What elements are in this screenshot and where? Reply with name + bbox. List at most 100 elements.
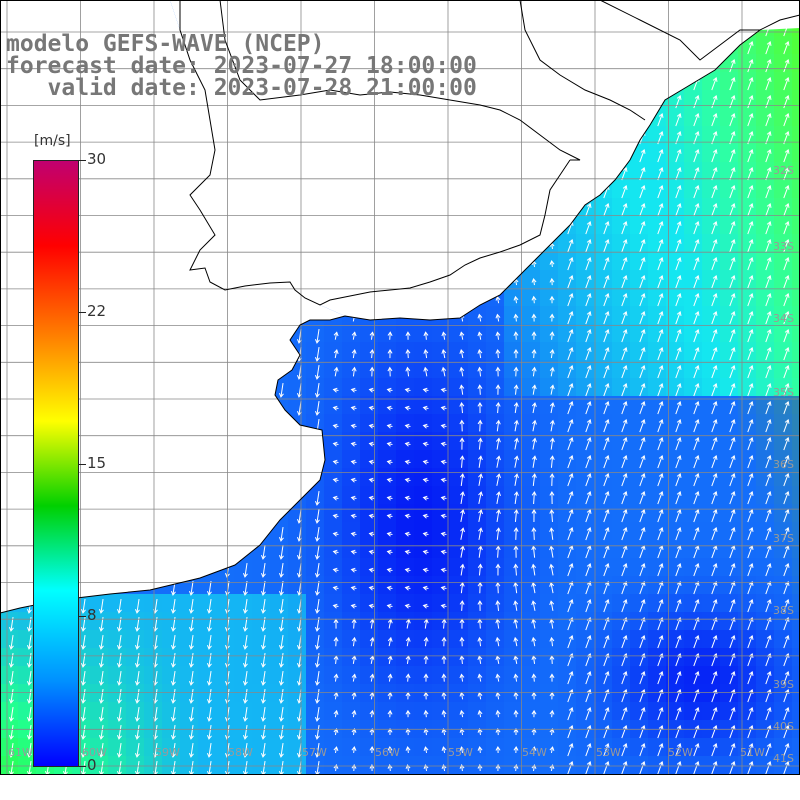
wind-arrow-head	[116, 609, 122, 614]
wind-speed-cell	[792, 54, 800, 73]
wind-arrow-head	[748, 112, 754, 118]
wind-arrow-head	[730, 184, 736, 190]
wind-speed-cell	[684, 126, 703, 145]
wind-arrow-head	[170, 645, 176, 650]
wind-arrow-shaft	[136, 707, 140, 721]
wind-speed-cell	[720, 360, 739, 379]
wind-arrow-head	[694, 724, 700, 730]
wind-arrow-shaft	[603, 671, 609, 685]
wind-arrow-shaft	[657, 221, 663, 235]
wind-arrow-shaft	[621, 491, 627, 505]
wind-speed-cell	[756, 558, 775, 577]
wind-arrow-head	[333, 331, 339, 337]
wind-arrow-shaft	[425, 728, 427, 736]
wind-arrow-shaft	[514, 510, 518, 522]
wind-arrow-shaft	[316, 329, 320, 343]
wind-speed-cell	[594, 594, 613, 613]
wind-arrow-shaft	[478, 710, 482, 718]
wind-speed-cell	[666, 414, 685, 433]
wind-arrow-shaft	[765, 329, 771, 343]
wind-arrow-head	[622, 328, 628, 334]
wind-speed-cell	[684, 486, 703, 505]
wind-speed-cell	[342, 504, 361, 523]
wind-arrow-shaft	[603, 509, 609, 523]
wind-speed-cell	[360, 396, 379, 415]
wind-speed-cell	[576, 612, 595, 631]
wind-arrow-head	[314, 663, 320, 668]
wind-arrow-head	[422, 567, 428, 573]
wind-speed-cell	[450, 360, 469, 379]
wind-speed-cell	[756, 756, 775, 775]
wind-arrow-head	[604, 562, 610, 568]
wind-speed-cell	[342, 414, 361, 433]
wind-arrow-head	[694, 382, 700, 388]
wind-arrow-shaft	[550, 564, 554, 576]
wind-arrow-head	[694, 256, 700, 262]
colorbar-unit: [m/s]	[34, 133, 71, 149]
wind-arrow-head	[333, 746, 339, 751]
wind-speed-cell	[432, 612, 451, 631]
wind-arrow-shaft	[621, 239, 627, 253]
wind-speed-cell	[756, 738, 775, 757]
wind-arrow-shaft	[657, 509, 663, 523]
wind-speed-cell	[612, 468, 631, 487]
wind-speed-cell	[180, 612, 199, 631]
wind-arrow-shaft	[532, 456, 536, 468]
wind-speed-cell	[792, 558, 800, 577]
wind-arrow-head	[350, 495, 356, 501]
wind-arrow-head	[586, 634, 592, 640]
wind-speed-cell	[270, 648, 289, 667]
wind-arrow-head	[784, 166, 790, 172]
wind-speed-cell	[684, 342, 703, 361]
wind-speed-cell	[648, 576, 667, 595]
wind-arrow-shaft	[729, 545, 735, 559]
wind-arrow-head	[658, 202, 664, 208]
wind-arrow-head	[440, 441, 446, 447]
wind-speed-cell	[594, 360, 613, 379]
wind-arrow-shaft	[729, 401, 735, 415]
wind-arrow-head	[242, 609, 248, 614]
wind-arrow-head	[676, 454, 682, 460]
wind-arrow-shaft	[711, 437, 717, 451]
wind-arrow-head	[604, 742, 610, 748]
wind-arrow-shaft	[244, 743, 248, 757]
wind-speed-cell	[684, 216, 703, 235]
wind-arrow-shaft	[621, 401, 627, 415]
wind-speed-cell	[252, 630, 271, 649]
wind-speed-cell	[414, 630, 433, 649]
wind-arrow-head	[730, 76, 736, 82]
wind-speed-cell	[360, 360, 379, 379]
wind-arrow-head	[314, 681, 320, 686]
wind-arrow-shaft	[783, 239, 789, 253]
wind-arrow-head	[586, 202, 592, 208]
wind-arrow-head	[748, 328, 754, 334]
wind-speed-cell	[720, 288, 739, 307]
wind-speed-cell	[324, 558, 343, 577]
wind-arrow-head	[622, 634, 628, 640]
land-west	[0, 0, 345, 613]
wind-speed-cell	[342, 612, 361, 631]
wind-arrow-shaft	[783, 23, 789, 37]
wind-speed-cell	[720, 180, 739, 199]
wind-speed-cell	[702, 198, 721, 217]
wind-speed-cell	[504, 630, 523, 649]
wind-arrow-shaft	[567, 491, 573, 505]
wind-arrow-shaft	[729, 527, 735, 541]
wind-arrow-shaft	[172, 635, 176, 649]
wind-arrow-head	[170, 699, 176, 704]
wind-arrow-head	[730, 724, 736, 730]
wind-arrow-shaft	[514, 438, 518, 450]
wind-arrow-head	[26, 681, 32, 686]
wind-arrow-shaft	[244, 653, 248, 667]
wind-speed-cell	[252, 684, 271, 703]
wind-arrow-head	[260, 573, 266, 578]
wind-arrow-head	[333, 636, 339, 642]
wind-speed-cell	[486, 522, 505, 541]
colorbar-tick-30: 30	[87, 150, 107, 168]
wind-arrow-shaft	[442, 710, 446, 718]
wind-arrow-head	[622, 472, 628, 478]
wind-arrow-shaft	[496, 314, 500, 322]
wind-arrow-head	[314, 645, 320, 650]
wind-arrow-shaft	[657, 473, 663, 487]
wind-arrow-head	[694, 490, 700, 496]
